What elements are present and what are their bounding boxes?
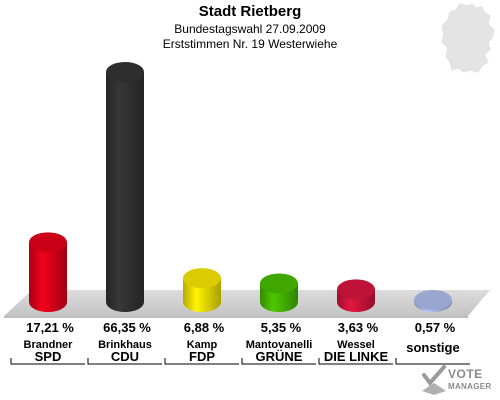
vote-manager-logo: VOTE MANAGER — [420, 363, 496, 397]
candidate-label: Brandner — [23, 339, 73, 351]
bar-fdp — [183, 268, 221, 312]
label-separator — [87, 358, 162, 365]
bar-cdu — [106, 62, 144, 312]
bar-top — [29, 232, 67, 253]
bar-gr-ne — [260, 273, 298, 312]
party-label: DIE LINKE — [323, 349, 389, 364]
bar-body — [106, 72, 144, 312]
value-label: 6,88 % — [183, 320, 225, 335]
bar-top — [183, 268, 221, 289]
bar-die-linke — [337, 279, 375, 312]
candidate-label: Wessel — [337, 339, 375, 351]
party-label: FDP — [189, 349, 215, 364]
logo-text-manager: MANAGER — [448, 382, 492, 391]
party-label: CDU — [110, 349, 140, 364]
label-separator — [318, 358, 393, 365]
bar-top — [414, 290, 452, 311]
label-separator — [10, 358, 85, 365]
bar-top — [106, 62, 144, 82]
bar-top — [337, 279, 375, 300]
party-label: SPD — [34, 349, 62, 364]
label-separator — [164, 358, 239, 365]
party-label: GRÜNE — [255, 349, 303, 364]
chart-subtitle-election: Bundestagswahl 27.09.2009 — [174, 22, 326, 36]
value-label: 3,63 % — [337, 320, 379, 335]
chart-subtitle-district: Erststimmen Nr. 19 Westerwiehe — [162, 37, 338, 51]
party-label: sonstige — [406, 340, 460, 355]
bar-sonstige — [414, 290, 452, 312]
bar-body — [29, 242, 67, 312]
value-label: 66,35 % — [103, 320, 151, 335]
germany-map-icon — [441, 3, 495, 73]
candidate-label: Mantovanelli — [245, 339, 313, 351]
value-label: 0,57 % — [414, 320, 456, 335]
label-separator — [241, 358, 316, 365]
candidate-label: Kamp — [186, 339, 218, 351]
ballot-check-icon — [422, 365, 446, 395]
candidate-label: Brinkhaus — [98, 339, 152, 351]
bar-top — [260, 273, 298, 294]
logo-text-vote: VOTE — [448, 367, 483, 381]
chart-floor-shadow — [4, 316, 468, 318]
chart-title: Stadt Rietberg — [198, 3, 302, 20]
value-label: 17,21 % — [26, 320, 74, 335]
bar-spd — [29, 232, 67, 312]
value-label: 5,35 % — [260, 320, 302, 335]
label-separator — [395, 358, 470, 365]
